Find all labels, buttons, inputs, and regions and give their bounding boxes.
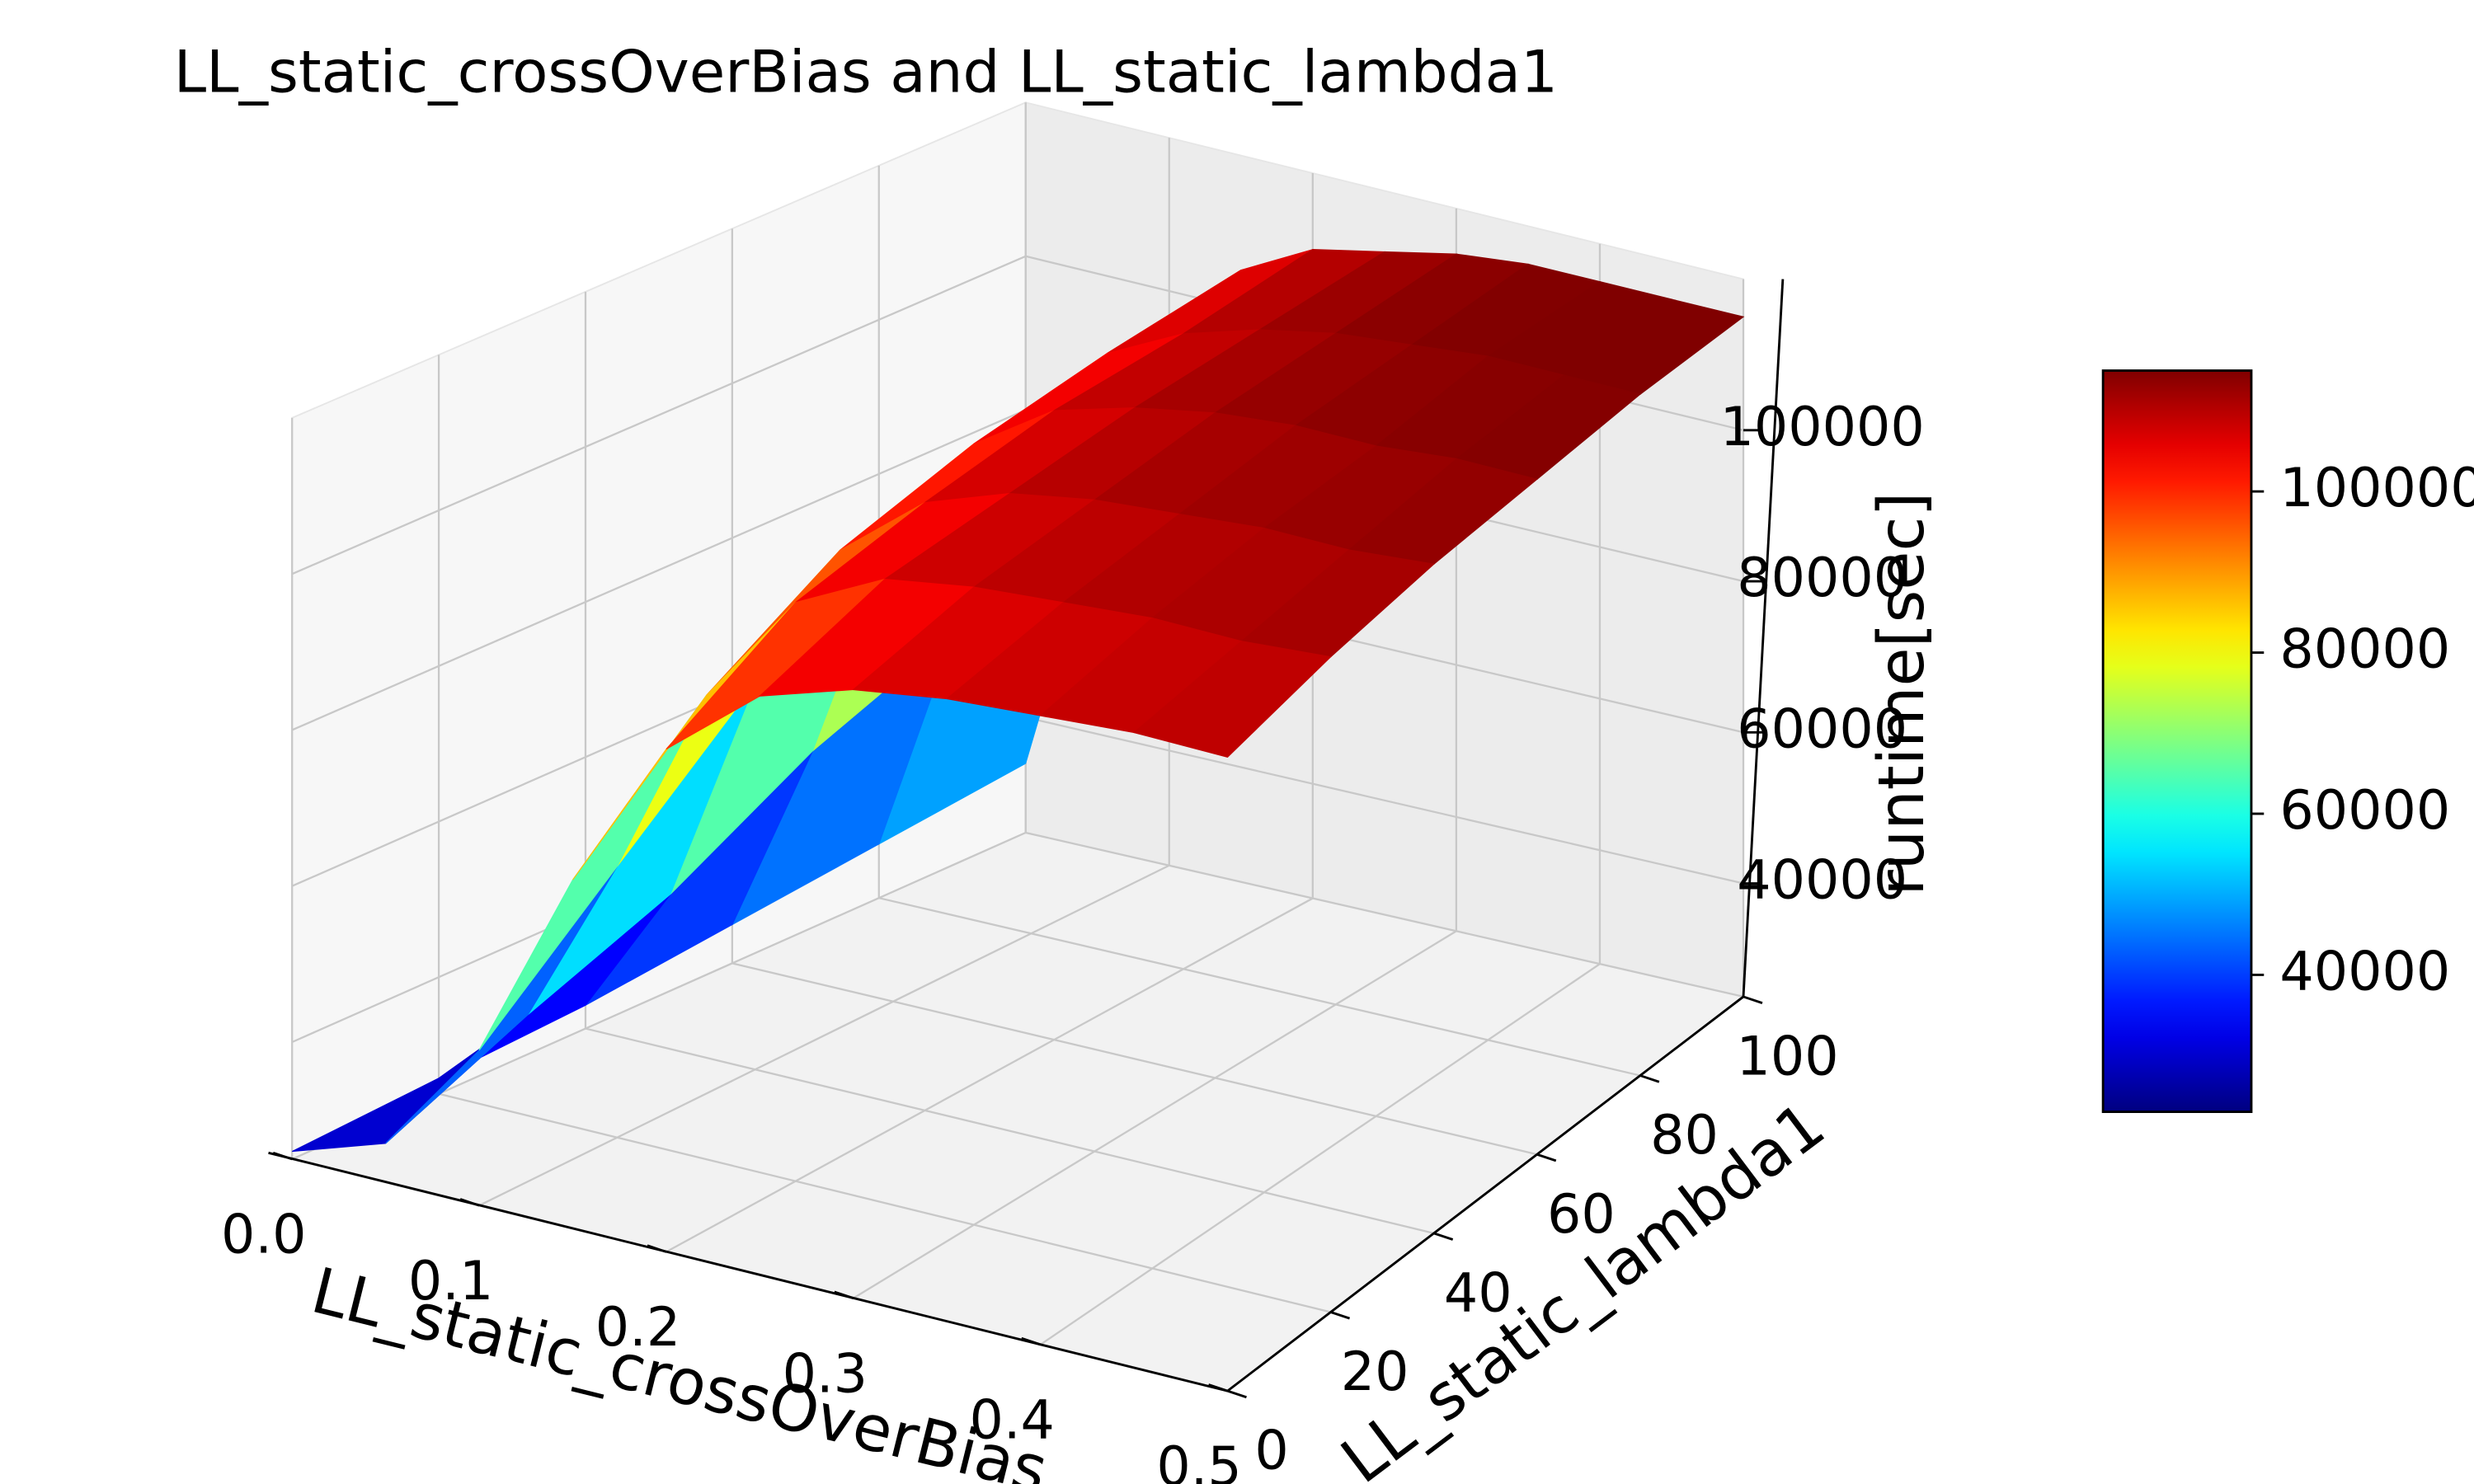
y-tick-label: 40 (1444, 1262, 1512, 1324)
z-axis-line (1742, 279, 1785, 998)
grid-line (1025, 716, 1744, 885)
grid-line (666, 897, 1314, 1253)
colorbar-tick-label: 40000 (2279, 942, 2450, 1003)
grid-line (878, 897, 1641, 1077)
grid-line (291, 409, 1027, 731)
grid-line (478, 864, 1170, 1207)
colorbar-tick-label: 80000 (2279, 619, 2450, 681)
y-tick-label: 80 (1650, 1105, 1719, 1167)
grid-line (438, 1092, 1331, 1313)
grid-line (731, 962, 1538, 1156)
y-tick (1330, 1311, 1351, 1320)
colorbar-tick-label: 60000 (2279, 780, 2450, 842)
colorbar (2101, 369, 2253, 1113)
x-tick (647, 1244, 667, 1253)
grid-line (291, 255, 1027, 575)
z-axis-label: runtime[sec] (1865, 492, 1939, 896)
chart-title: LL_static_crossOverBias and LL_static_la… (174, 37, 1558, 106)
y-tick (1227, 1389, 1247, 1399)
x-tick-label: 0.2 (595, 1297, 680, 1359)
y-tick-label: 0 (1254, 1421, 1288, 1482)
grid-line (853, 930, 1457, 1299)
x-axis-line (268, 1151, 1228, 1392)
axes: 0.0 0.1 0.2 0.3 0.4 0.5 0 20 40 60 80 100 40000 60000… (221, 279, 2474, 1484)
x-tick-label: 0.3 (783, 1343, 868, 1405)
x-tick-label: 0.1 (408, 1251, 493, 1313)
y-tick (1433, 1232, 1454, 1241)
grid-line (1025, 831, 1744, 998)
x-tick (1021, 1336, 1042, 1346)
x-tick-label: 0.0 (221, 1205, 306, 1266)
z-tick-label: 40000 (1737, 850, 1907, 912)
z-tick-label: 60000 (1737, 698, 1907, 760)
y-axis-line (1226, 995, 1744, 1392)
x-tick (834, 1290, 854, 1300)
x-tick-label: 0.4 (970, 1390, 1055, 1452)
y-tick (1639, 1074, 1660, 1083)
y-tick-label: 60 (1547, 1184, 1616, 1246)
y-tick (1743, 995, 1763, 1004)
grid-line (585, 1027, 1434, 1234)
x-tick (1208, 1383, 1228, 1392)
y-tick (1536, 1153, 1557, 1162)
x-tick (272, 1151, 293, 1161)
y-tick-label: 20 (1341, 1341, 1409, 1403)
y-tick-label: 100 (1737, 1026, 1839, 1088)
z-tick-label: 100000 (1720, 397, 1925, 458)
colorbar-tick-label: 100000 (2279, 458, 2474, 519)
x-tick (459, 1198, 480, 1207)
grid-line (1040, 963, 1601, 1345)
x-tick-label: 0.5 (1156, 1436, 1241, 1484)
surface-patch (1132, 641, 1332, 758)
z-tick-label: 80000 (1737, 547, 1907, 609)
surface (291, 249, 1745, 1153)
